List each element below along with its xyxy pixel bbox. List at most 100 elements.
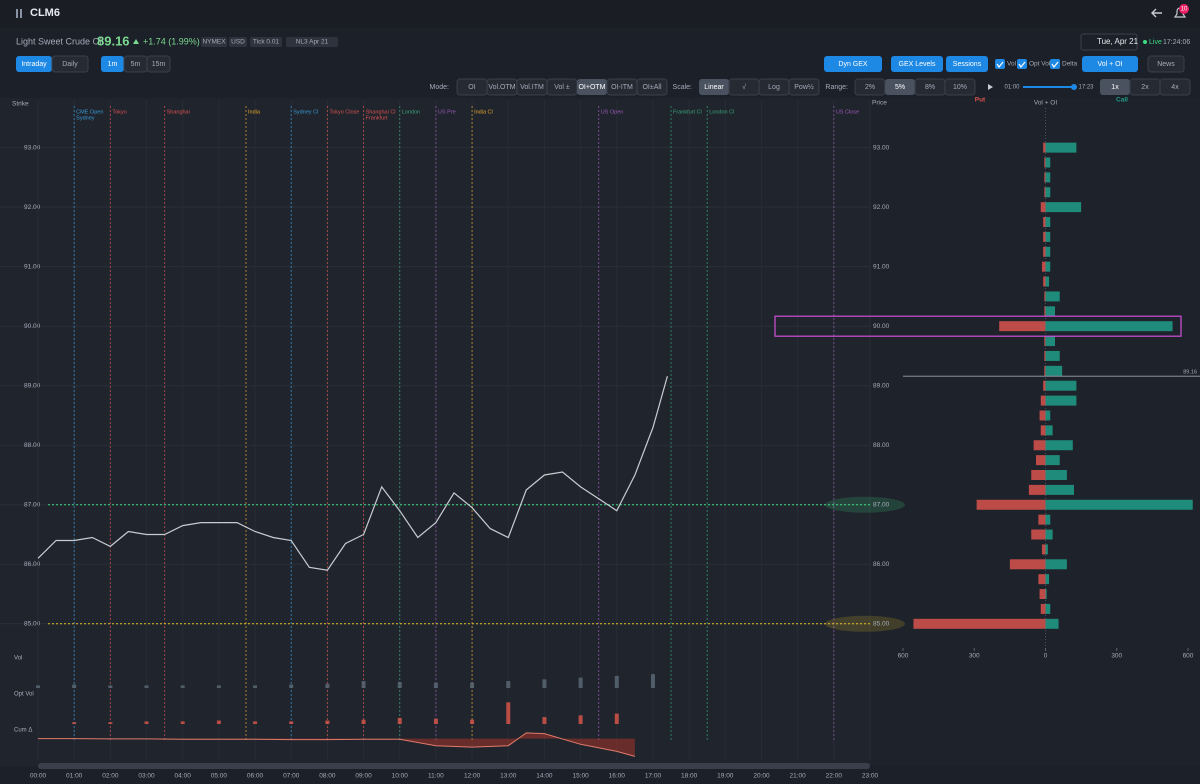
volume-bar bbox=[433, 718, 438, 724]
toggle-button[interactable] bbox=[577, 79, 607, 95]
toggle-button[interactable] bbox=[885, 79, 915, 95]
x-tick-label: 03:00 bbox=[138, 773, 155, 780]
toggle-button[interactable] bbox=[1159, 78, 1191, 96]
toggle-button[interactable] bbox=[16, 56, 52, 72]
profile-bar bbox=[1045, 321, 1173, 332]
profile-bar bbox=[1044, 365, 1046, 376]
profile-bar bbox=[1040, 395, 1046, 406]
volume-bar bbox=[108, 685, 113, 688]
profile-bar bbox=[1044, 350, 1046, 361]
y-tick-label: 93.00 bbox=[24, 144, 41, 151]
volume-bar bbox=[470, 719, 475, 724]
y-tick-label: 91.00 bbox=[24, 263, 41, 270]
volume-bar bbox=[470, 682, 475, 688]
checkbox[interactable] bbox=[1050, 59, 1060, 69]
toggle-button-label: Linear bbox=[704, 84, 724, 91]
news-button[interactable] bbox=[1147, 55, 1185, 73]
toggle-button[interactable] bbox=[51, 55, 89, 73]
toggle-button-label: OI bbox=[468, 84, 475, 91]
menu-icon[interactable] bbox=[16, 9, 22, 18]
profile-bar bbox=[1043, 142, 1046, 153]
tag bbox=[229, 37, 247, 47]
y-tick-label: 87.00 bbox=[24, 501, 41, 508]
date: Tue, Apr 21 bbox=[1097, 37, 1139, 46]
toggle-button-label: 4x bbox=[1171, 84, 1179, 91]
profile-bar bbox=[1041, 261, 1046, 272]
instrument-name: Light Sweet Crude Oil bbox=[16, 36, 104, 46]
toggle-button[interactable] bbox=[788, 78, 820, 96]
date-picker[interactable] bbox=[1080, 33, 1138, 51]
toggle-button-label: √ bbox=[742, 83, 746, 91]
y-tick-label: 91.00 bbox=[873, 263, 890, 270]
session-label: Frankfurt bbox=[366, 115, 388, 121]
top-bar bbox=[0, 0, 1200, 28]
profile-bar bbox=[1045, 380, 1077, 391]
toggle-button[interactable] bbox=[101, 56, 124, 72]
toggle-button[interactable] bbox=[1100, 79, 1130, 95]
tag-label: USD bbox=[231, 39, 245, 46]
panel-title: Cum Δ bbox=[14, 728, 32, 734]
badge-count: 10 bbox=[1181, 7, 1188, 13]
profile-bar bbox=[1044, 336, 1046, 347]
profile-bar bbox=[1044, 157, 1046, 168]
profile-bar bbox=[1038, 574, 1046, 585]
profile-bar bbox=[1045, 261, 1051, 272]
profile-bar bbox=[1045, 231, 1051, 242]
overlay-button-label: Sessions bbox=[953, 61, 982, 68]
volume-bar bbox=[578, 715, 583, 724]
y-tick-label: 88.00 bbox=[24, 442, 41, 449]
profile-panel bbox=[870, 98, 1200, 766]
profile-bar bbox=[999, 321, 1046, 332]
x-tick-label: 07:00 bbox=[283, 773, 300, 780]
overlay-button[interactable] bbox=[946, 56, 988, 72]
checkbox[interactable] bbox=[1017, 59, 1027, 69]
profile-bar bbox=[1044, 172, 1046, 183]
play-button[interactable] bbox=[988, 84, 993, 90]
y-tick-label: 92.00 bbox=[24, 204, 41, 211]
y-tick-label: 88.00 bbox=[873, 442, 890, 449]
y-tick-label: 89.00 bbox=[873, 382, 890, 389]
tag-label: NYMEX bbox=[202, 39, 226, 46]
overlay-button-label: GEX Levels bbox=[899, 61, 936, 68]
overlay-button[interactable] bbox=[824, 56, 882, 72]
session-label: US Open bbox=[601, 109, 624, 115]
profile-bar bbox=[913, 618, 1046, 629]
x-tick-label: 08:00 bbox=[319, 773, 336, 780]
badge bbox=[1179, 4, 1189, 14]
level-glow bbox=[825, 496, 905, 513]
tag bbox=[286, 37, 338, 47]
profile-bar bbox=[1045, 157, 1051, 168]
toggle-button[interactable] bbox=[699, 79, 729, 95]
profile-bar bbox=[1045, 514, 1051, 525]
overlay-button[interactable] bbox=[891, 56, 943, 72]
volume-bar bbox=[325, 720, 330, 724]
scrollbar[interactable] bbox=[38, 763, 870, 769]
y-tick-label: 93.00 bbox=[873, 144, 890, 151]
profile-bar bbox=[1045, 142, 1077, 153]
volume-bar bbox=[578, 677, 583, 688]
x-tick-label: 01:00 bbox=[66, 773, 83, 780]
toggle-button-label: 2% bbox=[865, 84, 875, 91]
profile-bar bbox=[1040, 603, 1046, 614]
profile-bar bbox=[976, 499, 1046, 510]
profile-bar bbox=[1045, 470, 1067, 480]
profile-button[interactable] bbox=[1082, 56, 1138, 72]
profile-bar bbox=[1045, 484, 1074, 495]
x-tick-label: 02:00 bbox=[102, 773, 119, 780]
profile-bar bbox=[1031, 470, 1046, 480]
back-button[interactable] bbox=[1151, 8, 1162, 18]
toggle-button[interactable] bbox=[636, 78, 668, 96]
checkbox[interactable] bbox=[995, 59, 1005, 69]
profile-bar bbox=[1009, 559, 1046, 570]
toggle-button[interactable] bbox=[146, 55, 171, 73]
profile-bar bbox=[1045, 440, 1073, 451]
toggle-button-label: 5% bbox=[895, 84, 905, 91]
profile-title: Vol + OI bbox=[1034, 100, 1057, 107]
profile-button-label: Vol + OI bbox=[1097, 61, 1122, 68]
slider-knob[interactable] bbox=[1071, 84, 1077, 90]
session-label: Tokyo bbox=[112, 109, 126, 115]
delta-area bbox=[38, 732, 635, 757]
toggle-button[interactable] bbox=[944, 78, 976, 96]
volume-bar bbox=[72, 684, 77, 688]
